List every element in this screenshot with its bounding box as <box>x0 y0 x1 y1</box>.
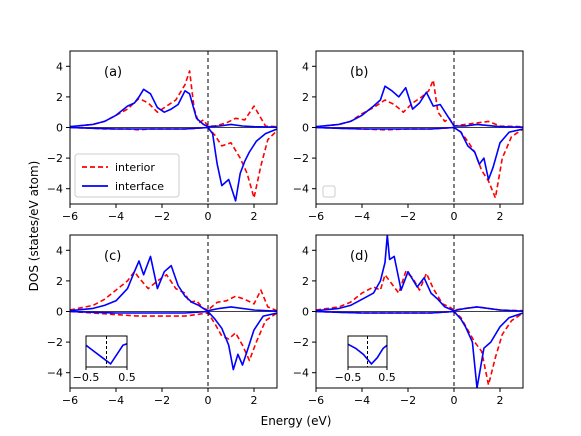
inset-plot-area <box>348 336 387 367</box>
y-tick-label: 2 <box>56 91 63 104</box>
x-tick-label: 0 <box>205 394 212 407</box>
y-tick-label: 0 <box>56 122 63 135</box>
y-tick-label: −4 <box>293 183 309 196</box>
inset-x-tick-label: −0.5 <box>335 371 362 384</box>
series-interface_spin_down <box>316 126 523 181</box>
y-tick-label: −4 <box>47 367 63 380</box>
inset-series-interface <box>86 342 127 366</box>
legend-label-interior: interior <box>115 161 155 174</box>
plot-area <box>70 51 277 204</box>
y-tick-label: −2 <box>47 152 63 165</box>
series-interior <box>316 79 523 128</box>
y-tick-label: −2 <box>293 336 309 349</box>
x-tick-label: −2 <box>154 394 170 407</box>
panel-4: −6 −4 −2 0 2 −4 −2 0 2 4 (d) −0.5 0.5 <box>293 234 524 407</box>
inset-frame <box>85 335 128 368</box>
x-tick-label: −2 <box>400 394 416 407</box>
y-tick-label: −2 <box>47 336 63 349</box>
y-tick-label: 2 <box>302 91 309 104</box>
series-interface <box>316 85 523 128</box>
x-tick-label: 0 <box>451 210 458 223</box>
y-tick-label: 4 <box>56 60 63 73</box>
legend-box <box>322 185 336 198</box>
y-tick-label: 4 <box>56 244 63 257</box>
x-tick-label: 2 <box>497 210 504 223</box>
panel-1: −6 −4 −2 0 2 −4 −2 0 2 4 (a) interior interface <box>47 50 278 223</box>
series-interface_spin_down <box>316 310 523 388</box>
legend: interior interface <box>74 153 180 198</box>
series-interior <box>70 270 277 312</box>
x-tick-label: −4 <box>108 394 124 407</box>
inset-plot-area <box>86 336 127 367</box>
series-interface <box>316 235 523 312</box>
series-interface <box>70 255 277 312</box>
panel-label: (b) <box>350 65 368 80</box>
x-axis-label: Energy (eV) <box>261 414 332 428</box>
legend <box>322 185 336 198</box>
x-tick-label: −6 <box>308 394 324 407</box>
x-tick-label: −6 <box>62 394 78 407</box>
inset-x-tick-label: 0.5 <box>378 371 396 384</box>
inset: −0.5 0.5 <box>335 335 396 384</box>
x-tick-label: 2 <box>497 394 504 407</box>
y-tick-label: 4 <box>302 244 309 257</box>
panel-2: −6 −4 −2 0 2 −4 −2 0 2 4 (b) <box>293 50 524 223</box>
x-tick-label: −4 <box>354 394 370 407</box>
y-tick-label: 2 <box>56 275 63 288</box>
plot-area <box>316 235 523 388</box>
inset-x-tick-label: −0.5 <box>73 371 100 384</box>
y-tick-label: 4 <box>302 60 309 73</box>
x-tick-label: 0 <box>205 210 212 223</box>
y-tick-label: −4 <box>293 367 309 380</box>
panel-label: (d) <box>350 249 368 264</box>
x-tick-label: −6 <box>308 210 324 223</box>
y-tick-label: 0 <box>302 306 309 319</box>
y-tick-label: −2 <box>293 152 309 165</box>
legend-label-interface: interface <box>115 180 164 193</box>
plot-area <box>70 235 277 388</box>
x-tick-label: 2 <box>251 394 258 407</box>
x-tick-label: −2 <box>400 210 416 223</box>
panel-label: (a) <box>104 65 122 80</box>
y-tick-label: 2 <box>302 275 309 288</box>
x-tick-label: −4 <box>108 210 124 223</box>
inset-x-tick-label: 0.5 <box>118 371 136 384</box>
y-tick-label: 0 <box>302 122 309 135</box>
x-tick-label: 2 <box>251 210 258 223</box>
panel-3: −6 −4 −2 0 2 −4 −2 0 2 4 (c) −0.5 0.5 <box>47 234 278 407</box>
x-tick-label: −4 <box>354 210 370 223</box>
series-interface_spin_down <box>70 126 277 202</box>
inset-series-interface <box>348 343 387 366</box>
inset-frame <box>347 335 388 368</box>
series-interior <box>316 270 523 312</box>
series-interior_spin_down <box>70 310 277 362</box>
y-tick-label: −4 <box>47 183 63 196</box>
y-axis-label: DOS (states/eV atom) <box>27 161 41 292</box>
series-interior <box>70 70 277 128</box>
plot-area <box>316 51 523 204</box>
y-tick-label: 0 <box>56 306 63 319</box>
inset: −0.5 0.5 <box>73 335 136 384</box>
x-tick-label: −2 <box>154 210 170 223</box>
panel-label: (c) <box>104 249 121 264</box>
series-interface <box>70 88 277 128</box>
x-tick-label: −6 <box>62 210 78 223</box>
series-interior_spin_down <box>316 126 523 199</box>
series-interface_spin_down <box>70 310 277 371</box>
x-tick-label: 0 <box>451 394 458 407</box>
